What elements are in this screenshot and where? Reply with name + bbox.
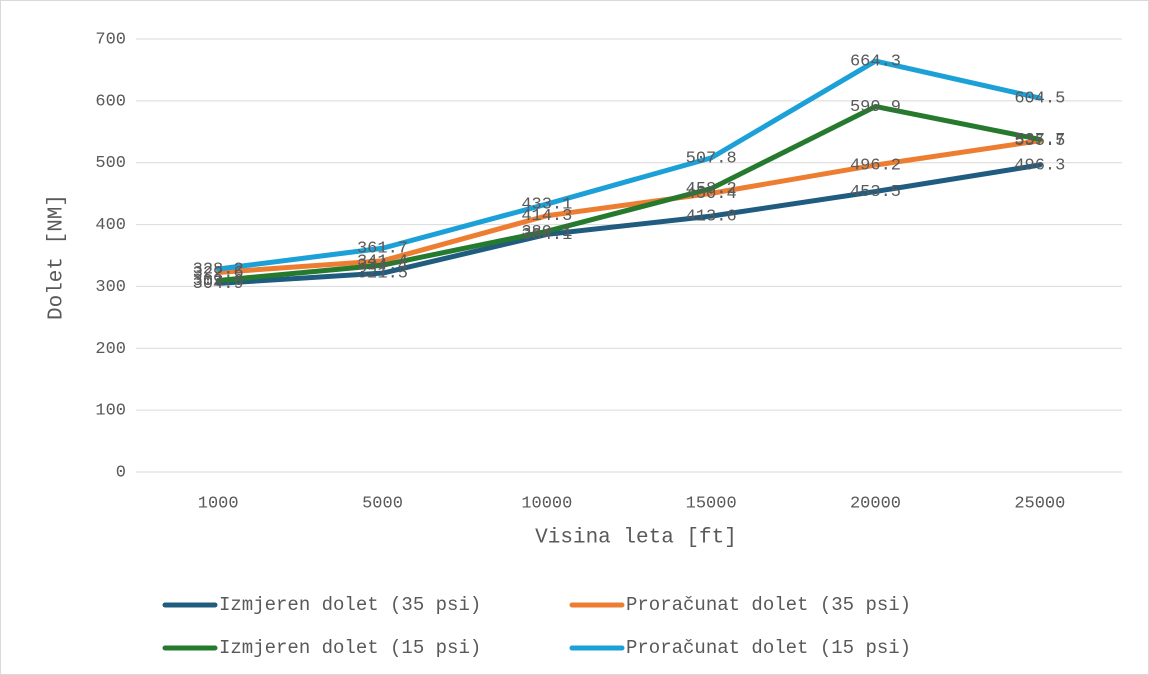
y-axis-title: Dolet [NM] — [46, 194, 69, 320]
data-label: 414.3 — [521, 207, 572, 226]
data-label: 453.5 — [850, 183, 901, 202]
x-tick-label: 15000 — [686, 494, 737, 513]
data-label: 304.9 — [193, 275, 244, 294]
data-label: 450.4 — [686, 185, 737, 204]
x-tick-label: 5000 — [362, 494, 403, 513]
data-label: 590.9 — [850, 98, 901, 117]
data-label: 322.6 — [193, 264, 244, 283]
data-label: 535.5 — [1014, 132, 1065, 151]
series-line — [215, 162, 1043, 286]
x-tick-label: 20000 — [850, 494, 901, 513]
data-label: 507.8 — [686, 149, 737, 168]
data-label: 537.7 — [1014, 131, 1065, 150]
data-label: 341.4 — [357, 252, 408, 271]
data-label: 413.6 — [686, 208, 737, 227]
legend-label: Proračunat dolet (35 psi) — [626, 594, 911, 616]
x-axis-title: Visina leta [ft] — [535, 527, 737, 550]
x-tick-label: 1000 — [198, 494, 239, 513]
data-label: 384.1 — [521, 226, 572, 245]
y-tick-label: 700 — [95, 30, 126, 49]
x-tick-label: 25000 — [1014, 494, 1065, 513]
legend-label: Izmjeren dolet (35 psi) — [219, 594, 481, 616]
y-tick-label: 600 — [95, 92, 126, 111]
data-label: 328.2 — [193, 260, 244, 279]
data-label: 458.2 — [686, 180, 737, 199]
data-label: 334.4 — [357, 257, 408, 276]
data-label: 664.3 — [850, 53, 901, 72]
series-line — [215, 58, 1043, 272]
data-label: 604.5 — [1014, 90, 1065, 109]
data-label: 309.6 — [193, 272, 244, 291]
series-line — [215, 138, 1043, 275]
data-label: 496.2 — [850, 157, 901, 176]
legend-label: Izmjeren dolet (15 psi) — [219, 637, 481, 659]
y-tick-label: 300 — [95, 278, 126, 297]
data-label: 389.1 — [521, 223, 572, 242]
y-tick-label: 0 — [116, 463, 126, 482]
data-label: 496.3 — [1014, 156, 1065, 175]
x-tick-label: 10000 — [521, 494, 572, 513]
data-label: 321.5 — [357, 265, 408, 284]
y-tick-label: 200 — [95, 340, 126, 359]
y-tick-label: 400 — [95, 216, 126, 235]
series-line — [215, 103, 1043, 283]
legend-label: Proračunat dolet (15 psi) — [626, 637, 911, 659]
data-label: 433.1 — [521, 196, 572, 215]
data-label: 361.7 — [357, 240, 408, 259]
y-tick-label: 500 — [95, 154, 126, 173]
y-tick-label: 100 — [95, 402, 126, 421]
